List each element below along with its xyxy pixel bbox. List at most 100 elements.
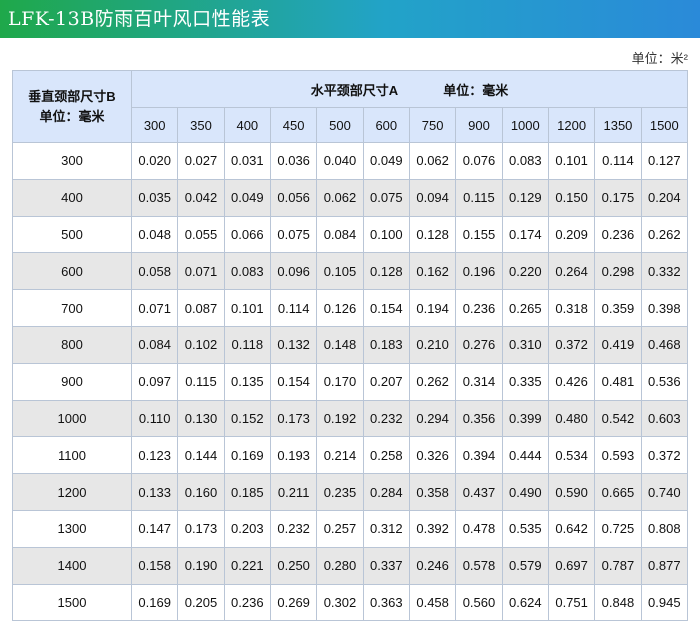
table-cell: 0.392 — [408, 509, 457, 548]
table-cell: 0.062 — [316, 178, 364, 217]
table-cell: 0.490 — [501, 473, 549, 511]
table-cell: 0.115 — [455, 178, 503, 217]
table-cell: 0.056 — [269, 178, 318, 217]
table-cell: 0.036 — [269, 142, 318, 180]
table-cell: 0.185 — [223, 473, 271, 511]
table-cell: 0.158 — [130, 546, 179, 585]
table-cell: 0.665 — [594, 473, 642, 511]
table-cell: 0.020 — [130, 142, 179, 180]
table-cell: 0.127 — [640, 142, 689, 180]
table-cell: 0.478 — [455, 509, 503, 548]
table-cell: 0.097 — [130, 362, 179, 401]
table-cell: 0.173 — [177, 509, 225, 548]
table-cell: 0.220 — [501, 252, 549, 291]
row-header-1300: 1300 — [12, 509, 132, 548]
table-cell: 0.075 — [362, 178, 410, 217]
column-header-row: 300 350 400 450 500 600 750 900 1000 1200 1350 1500 — [13, 107, 689, 143]
table-cell: 0.154 — [362, 289, 410, 327]
corner-header: 垂直颈部尺寸B 单位：毫米 — [12, 70, 132, 143]
table-cell: 0.363 — [362, 583, 410, 622]
table-cell: 0.312 — [362, 509, 410, 548]
table-cell: 0.193 — [269, 436, 318, 475]
table-cell: 0.437 — [455, 473, 503, 511]
table-cell: 0.173 — [269, 399, 318, 438]
table-cell: 0.314 — [455, 362, 503, 401]
table-cell: 0.236 — [223, 583, 271, 622]
table-cell: 0.040 — [316, 142, 364, 180]
table-cell: 0.133 — [130, 473, 179, 511]
table-row: 500 0.048 0.055 0.066 0.075 0.084 0.100 0.128 0.… — [12, 215, 689, 254]
table-row: 1100 0.123 0.144 0.169 0.193 0.214 0.258 0.326 0… — [12, 436, 689, 475]
table-cell: 0.048 — [130, 215, 179, 254]
table-cell: 0.160 — [177, 473, 225, 511]
table-cell: 0.101 — [223, 289, 271, 327]
table-cell: 0.169 — [130, 583, 179, 622]
row-header-900: 900 — [12, 362, 132, 401]
column-header-350: 350 — [177, 107, 225, 143]
table-cell: 0.066 — [223, 215, 271, 254]
table-cell: 0.276 — [455, 325, 503, 364]
column-header-900: 900 — [455, 107, 503, 143]
table-cell: 0.174 — [501, 215, 549, 254]
table-cell: 0.358 — [408, 473, 457, 511]
table-cell: 0.130 — [177, 399, 225, 438]
column-header-400: 400 — [223, 107, 271, 143]
table-cell: 0.335 — [501, 362, 549, 401]
table-cell: 0.298 — [594, 252, 642, 291]
table-cell: 0.075 — [269, 215, 318, 254]
corner-header-line2: 单位：毫米 — [39, 108, 105, 124]
table-cell: 0.150 — [547, 178, 596, 217]
column-header-1500: 1500 — [640, 107, 689, 143]
table-cell: 0.542 — [594, 399, 642, 438]
table-cell: 0.205 — [177, 583, 225, 622]
table-cell: 0.246 — [408, 546, 457, 585]
table-cell: 0.262 — [640, 215, 689, 254]
table-cell: 0.204 — [640, 178, 689, 217]
table-cell: 0.232 — [362, 399, 410, 438]
table-cell: 0.359 — [594, 289, 642, 327]
table-cell: 0.426 — [547, 362, 596, 401]
table-cell: 0.294 — [408, 399, 457, 438]
table-cell: 0.154 — [269, 362, 318, 401]
corner-header-line1: 垂直颈部尺寸B — [28, 88, 116, 104]
table-cell: 0.183 — [362, 325, 410, 364]
table-cell: 0.148 — [316, 325, 364, 364]
table-cell: 0.603 — [640, 399, 689, 438]
table-cell: 0.049 — [223, 178, 271, 217]
table-cell: 0.210 — [408, 325, 457, 364]
table-row: 600 0.058 0.071 0.083 0.096 0.105 0.128 0.162 0.… — [12, 252, 689, 291]
table-cell: 0.468 — [640, 325, 689, 364]
table-cell: 0.115 — [177, 362, 225, 401]
table-cell: 0.262 — [408, 362, 457, 401]
table-cell: 0.147 — [130, 509, 179, 548]
table-cell: 0.419 — [594, 325, 642, 364]
table-cell: 0.560 — [455, 583, 503, 622]
table-cell: 0.169 — [223, 436, 271, 475]
table-row: 700 0.071 0.087 0.101 0.114 0.126 0.154 0.194 0.… — [12, 289, 689, 327]
table-cell: 0.624 — [501, 583, 549, 622]
table-cell: 0.356 — [455, 399, 503, 438]
column-header-450: 450 — [269, 107, 318, 143]
table-body: 300 0.020 0.027 0.031 0.036 0.040 0.049 0.062 0.… — [12, 142, 689, 622]
table-cell: 0.250 — [269, 546, 318, 585]
table-cell: 0.114 — [594, 142, 642, 180]
column-header-600: 600 — [362, 107, 410, 143]
table-cell: 0.310 — [501, 325, 549, 364]
table-cell: 0.642 — [547, 509, 596, 548]
table-cell: 0.725 — [594, 509, 642, 548]
table-cell: 0.302 — [316, 583, 364, 622]
table-cell: 0.877 — [640, 546, 689, 585]
table-cell: 0.084 — [130, 325, 179, 364]
column-header-500: 500 — [316, 107, 364, 143]
table-row: 1200 0.133 0.160 0.185 0.211 0.235 0.284 0.358 0… — [12, 473, 689, 511]
table-cell: 0.318 — [547, 289, 596, 327]
table-cell: 0.258 — [362, 436, 410, 475]
row-header-1400: 1400 — [12, 546, 132, 585]
table-cell: 0.035 — [130, 178, 179, 217]
table-cell: 0.096 — [269, 252, 318, 291]
row-header-1000: 1000 — [12, 399, 132, 438]
table-cell: 0.372 — [547, 325, 596, 364]
column-header-1000: 1000 — [501, 107, 549, 143]
table-cell: 0.062 — [408, 142, 457, 180]
table-cell: 0.087 — [177, 289, 225, 327]
